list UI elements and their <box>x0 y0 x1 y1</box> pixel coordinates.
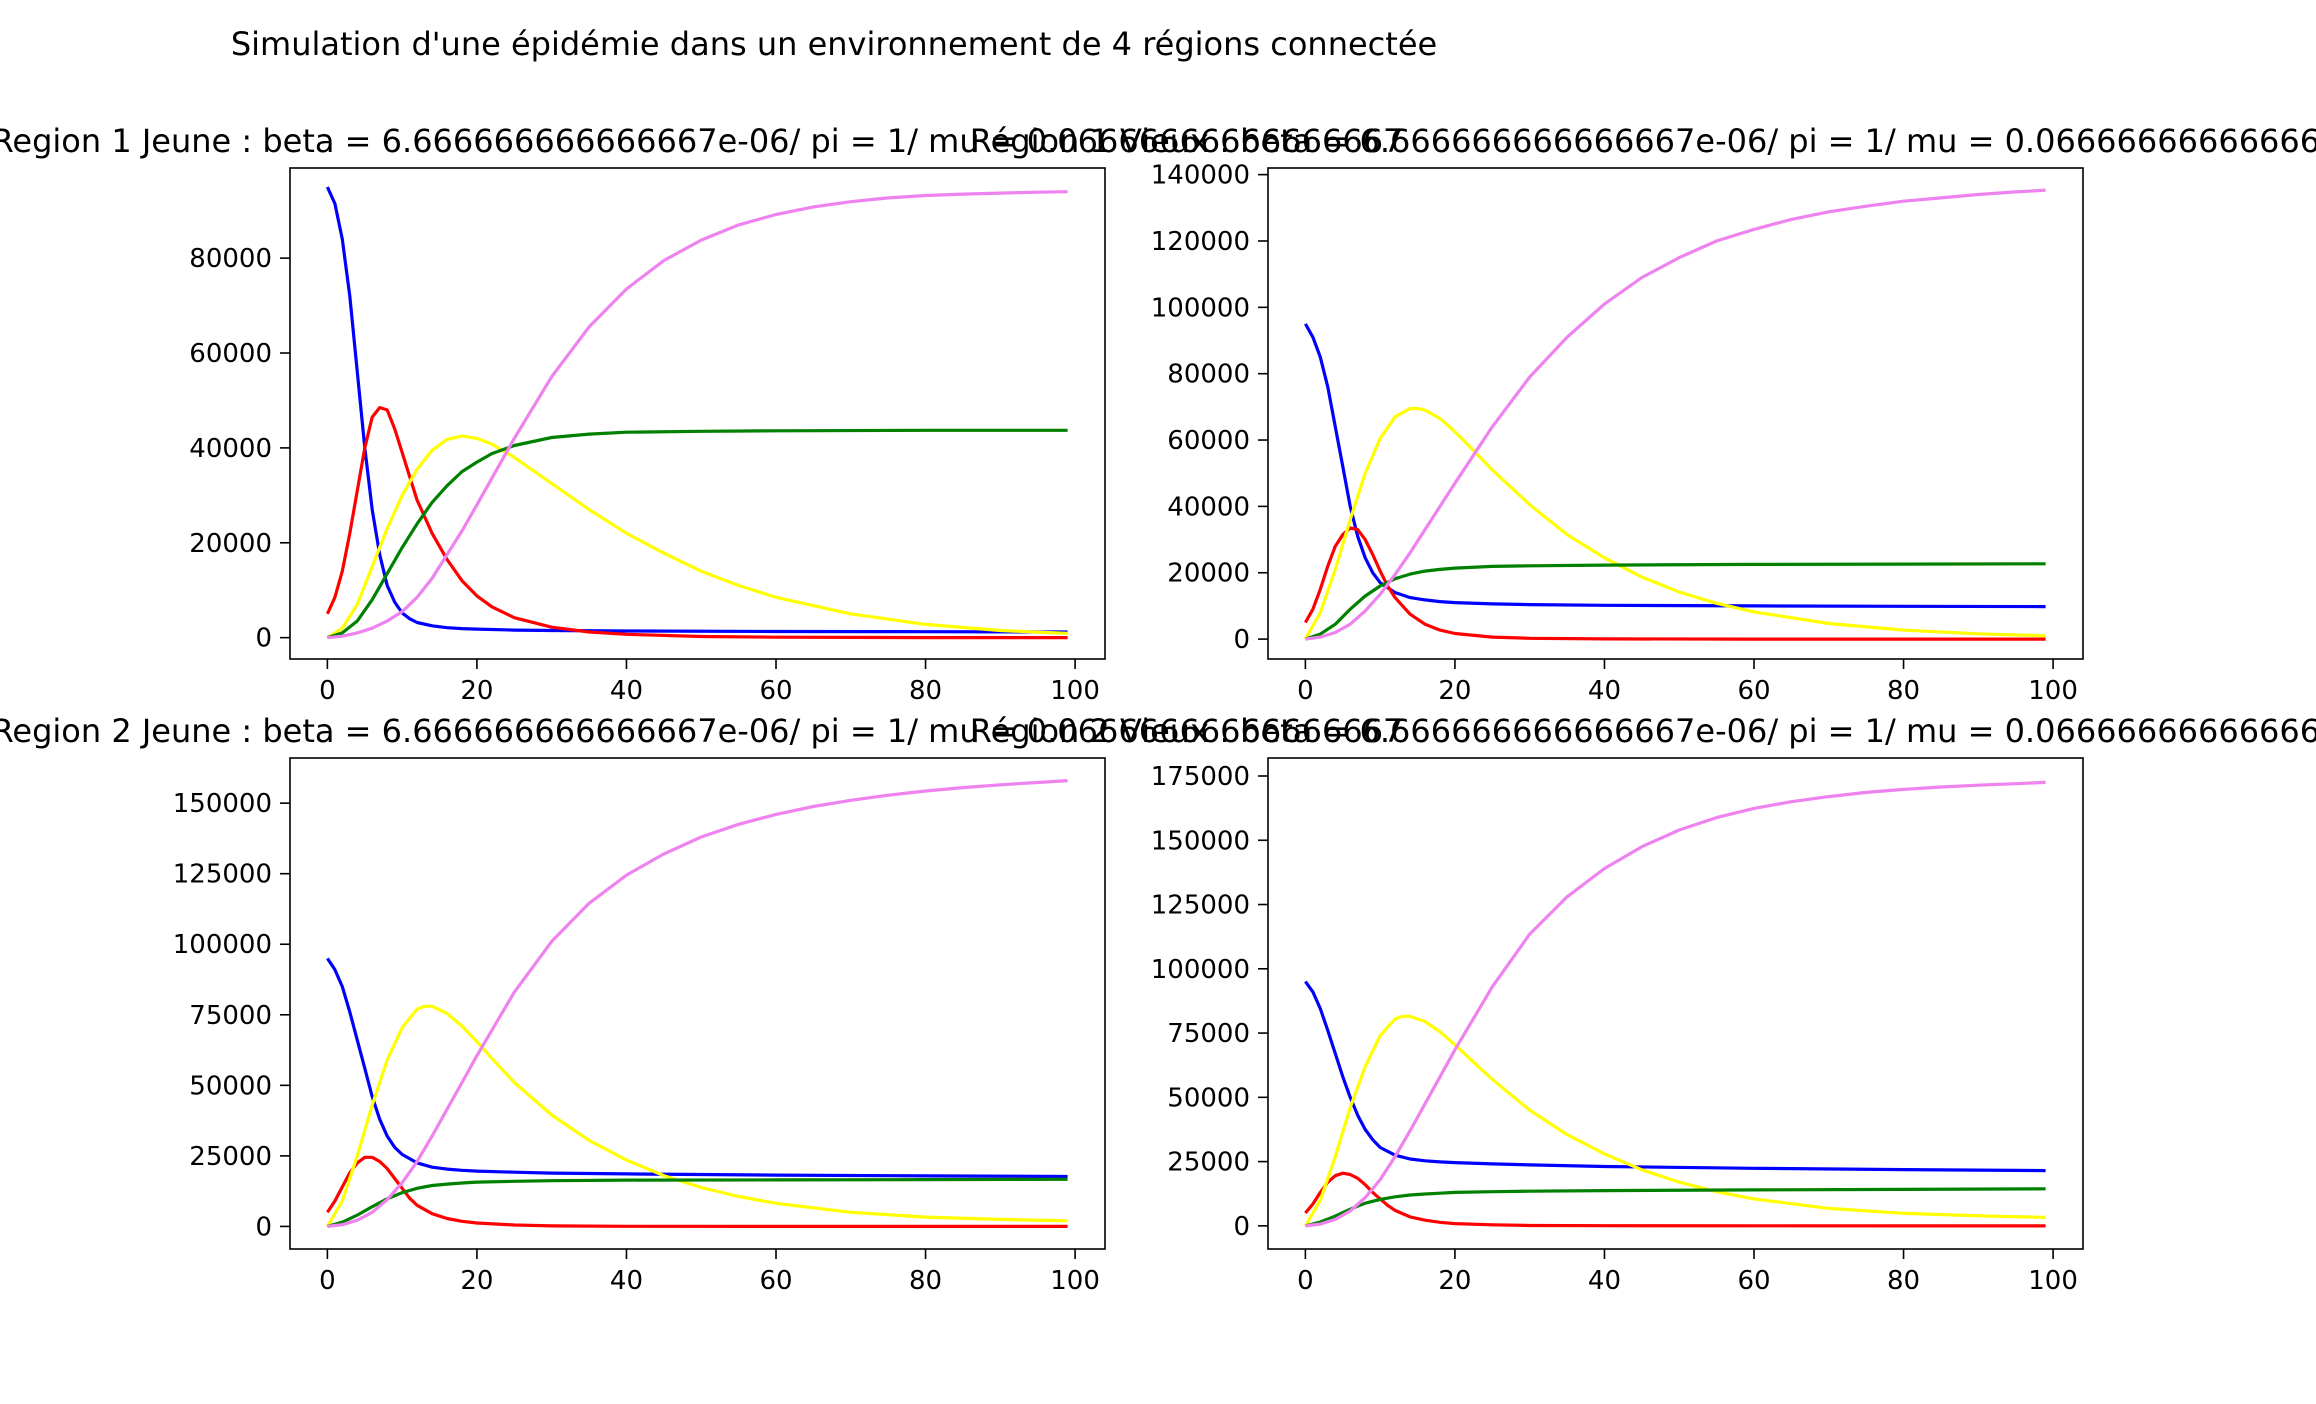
y-tick-label: 80000 <box>189 244 272 274</box>
series-group <box>326 779 1068 1228</box>
y-tick-label: 150000 <box>173 789 272 819</box>
x-tick-label: 40 <box>1588 1266 1621 1296</box>
x-tick-label: 60 <box>1737 1266 1770 1296</box>
x-tick-label: 20 <box>460 676 493 706</box>
x-tick-label: 20 <box>1438 676 1471 706</box>
subplot-title: Région 1 Vieux : beta = 6.66666666666666… <box>970 122 2316 160</box>
y-tick-label: 120000 <box>1151 227 1250 257</box>
series-line-2 <box>1304 1171 2046 1228</box>
y-tick-label: 40000 <box>189 434 272 464</box>
series-line-5 <box>327 779 1068 1228</box>
y-tick-label: 100000 <box>1151 955 1250 985</box>
series-line-4 <box>1304 1187 2046 1228</box>
x-tick-label: 0 <box>1297 676 1314 706</box>
y-tick-label: 150000 <box>1151 826 1250 856</box>
y-tick-label: 100000 <box>173 930 272 960</box>
subplot-title: Région 2 Vieux : beta = 6.66666666666666… <box>970 712 2316 750</box>
x-tick-label: 60 <box>759 676 792 706</box>
subplot-4: Région 2 Vieux : beta = 6.66666666666666… <box>970 712 2316 1296</box>
series-line-5 <box>1305 780 2046 1228</box>
figure-suptitle: Simulation d'une épidémie dans un enviro… <box>231 25 1437 63</box>
x-tick-label: 0 <box>1297 1266 1314 1296</box>
y-tick-label: 0 <box>1233 1212 1250 1242</box>
x-tick-label: 40 <box>610 1266 643 1296</box>
x-tick-label: 20 <box>460 1266 493 1296</box>
subplots: Region 1 Jeune : beta = 6.66666666666666… <box>0 122 2316 1296</box>
x-tick-label: 100 <box>1050 1266 1100 1296</box>
series-line-1 <box>326 957 1068 1179</box>
axes-frame <box>289 167 1106 660</box>
x-tick-label: 80 <box>1887 676 1920 706</box>
x-tick-label: 80 <box>1887 1266 1920 1296</box>
series-line-3 <box>1304 406 2046 640</box>
y-tick-label: 25000 <box>189 1142 272 1172</box>
y-tick-label: 25000 <box>1167 1148 1250 1178</box>
y-tick-label: 75000 <box>189 1001 272 1031</box>
series-group <box>1304 780 2046 1228</box>
x-tick-label: 80 <box>909 676 942 706</box>
y-tick-label: 40000 <box>1167 492 1250 522</box>
y-tick-label: 125000 <box>1151 891 1250 921</box>
series-line-5 <box>1305 188 2046 641</box>
y-tick-label: 125000 <box>173 860 272 890</box>
y-tick-label: 60000 <box>1167 426 1250 456</box>
y-tick-label: 75000 <box>1167 1019 1250 1049</box>
x-tick-label: 100 <box>2028 676 2078 706</box>
x-tick-label: 60 <box>1737 676 1770 706</box>
series-line-4 <box>326 428 1068 640</box>
y-tick-label: 20000 <box>189 529 272 559</box>
x-tick-label: 20 <box>1438 1266 1471 1296</box>
y-tick-label: 80000 <box>1167 360 1250 390</box>
subplot-3: Region 2 Jeune : beta = 6.66666666666666… <box>0 712 1403 1296</box>
series-line-3 <box>326 1004 1068 1228</box>
x-tick-label: 40 <box>1588 676 1621 706</box>
series-line-3 <box>1304 1014 2046 1227</box>
x-tick-label: 100 <box>1050 676 1100 706</box>
subplot-2: Région 1 Vieux : beta = 6.66666666666666… <box>970 122 2316 706</box>
y-tick-label: 175000 <box>1151 762 1250 792</box>
subplot-1: Region 1 Jeune : beta = 6.66666666666666… <box>0 122 1403 706</box>
axes-frame <box>1267 167 2084 660</box>
series-line-2 <box>325 406 1068 640</box>
x-tick-label: 0 <box>319 1266 336 1296</box>
series-line-4 <box>1304 562 2046 641</box>
y-tick-label: 140000 <box>1151 161 1250 191</box>
axes-frame <box>1267 757 2084 1250</box>
y-tick-label: 60000 <box>189 339 272 369</box>
series-line-1 <box>1304 980 2046 1173</box>
y-tick-label: 0 <box>1233 625 1250 655</box>
y-tick-label: 0 <box>255 1212 272 1242</box>
series-line-5 <box>327 190 1068 640</box>
subplot-title: Region 1 Jeune : beta = 6.66666666666666… <box>0 122 1403 160</box>
y-tick-label: 50000 <box>1167 1083 1250 1113</box>
axes-frame <box>289 757 1106 1250</box>
y-tick-label: 0 <box>255 624 272 654</box>
series-group <box>325 186 1068 640</box>
y-tick-label: 100000 <box>1151 293 1250 323</box>
x-tick-label: 40 <box>610 676 643 706</box>
x-tick-label: 60 <box>759 1266 792 1296</box>
series-group <box>1304 188 2046 641</box>
series-line-4 <box>326 1177 1068 1228</box>
x-tick-label: 80 <box>909 1266 942 1296</box>
y-tick-label: 50000 <box>189 1071 272 1101</box>
subplot-title: Region 2 Jeune : beta = 6.66666666666666… <box>0 712 1403 750</box>
x-tick-label: 100 <box>2028 1266 2078 1296</box>
x-tick-label: 0 <box>319 676 336 706</box>
y-tick-label: 20000 <box>1167 559 1250 589</box>
